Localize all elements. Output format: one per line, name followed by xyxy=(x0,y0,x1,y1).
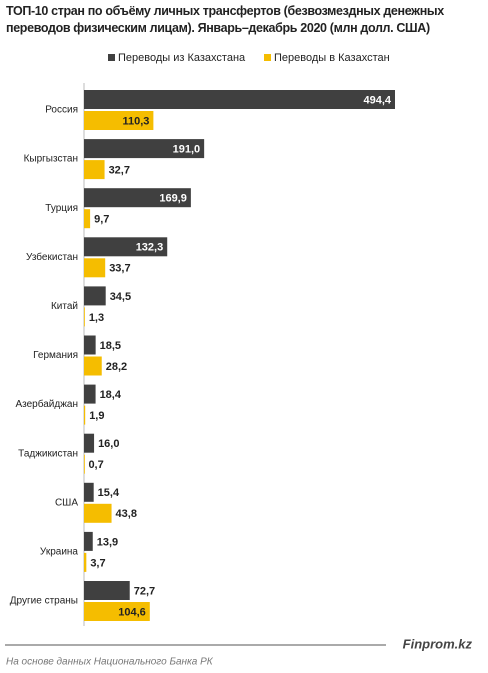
value-label: 191,0 xyxy=(173,144,201,156)
value-label: 28,2 xyxy=(106,361,127,373)
bar xyxy=(84,258,106,278)
bar xyxy=(84,286,106,306)
value-label: 1,9 xyxy=(89,410,104,422)
value-label: 1,3 xyxy=(89,312,104,324)
bar xyxy=(84,356,102,376)
bar xyxy=(84,139,205,159)
value-label: 494,4 xyxy=(363,94,391,106)
y-tick-label: Украина xyxy=(40,547,79,558)
y-tick-label: Россия xyxy=(45,105,78,116)
legend-swatch xyxy=(264,54,271,61)
bar xyxy=(84,209,91,229)
y-tick-label: Китай xyxy=(51,301,78,312)
value-label: 15,4 xyxy=(98,487,120,499)
value-label: 9,7 xyxy=(94,214,109,226)
y-tick-label: Германия xyxy=(33,350,78,361)
source: На основе данных Национального Банка РК xyxy=(6,657,214,668)
value-label: 18,4 xyxy=(100,389,122,401)
chart-title: ТОП-10 стран по объёму личных трансферто… xyxy=(6,4,444,35)
value-label: 43,8 xyxy=(116,508,137,520)
value-label: 3,7 xyxy=(90,557,105,569)
bar xyxy=(84,482,94,502)
legend-label: Переводы в Казахстан xyxy=(274,52,390,64)
y-tick-label: Узбекистан xyxy=(26,251,78,263)
value-label: 32,7 xyxy=(109,165,130,177)
value-label: 0,7 xyxy=(88,459,103,471)
value-label: 33,7 xyxy=(109,263,130,275)
value-label: 18,5 xyxy=(100,340,121,352)
y-tick-label: Турция xyxy=(45,203,78,214)
value-label: 72,7 xyxy=(134,585,155,597)
bar xyxy=(84,503,112,523)
bar xyxy=(84,307,85,327)
bar xyxy=(84,335,96,355)
bar xyxy=(84,160,105,180)
bar xyxy=(84,433,95,453)
bar xyxy=(84,405,86,425)
bar xyxy=(84,90,395,109)
bar xyxy=(84,581,130,600)
y-tick-label: Кыргызстан xyxy=(24,154,78,165)
value-label: 13,9 xyxy=(97,536,118,548)
value-label: 16,0 xyxy=(98,438,119,450)
y-tick-label: Азербайджан xyxy=(15,398,78,410)
bar xyxy=(84,531,93,551)
y-tick-label: Другие страны xyxy=(10,596,78,607)
value-label: 34,5 xyxy=(110,291,131,303)
legend-label: Переводы из Казахстана xyxy=(118,52,246,64)
legend-swatch xyxy=(108,54,115,61)
bar xyxy=(84,454,85,474)
value-label: 132,3 xyxy=(136,242,164,254)
y-tick-label: США xyxy=(55,497,78,508)
bar xyxy=(84,384,96,404)
bar xyxy=(84,188,191,208)
bar xyxy=(84,552,87,572)
value-label: 169,9 xyxy=(159,193,187,205)
bar xyxy=(84,602,150,621)
y-tick-label: Таджикистан xyxy=(18,448,78,459)
value-label: 104,6 xyxy=(118,606,146,618)
brand: Finprom.kz xyxy=(403,636,473,651)
bar xyxy=(84,111,154,130)
bar xyxy=(84,237,168,257)
value-label: 110,3 xyxy=(122,115,149,127)
